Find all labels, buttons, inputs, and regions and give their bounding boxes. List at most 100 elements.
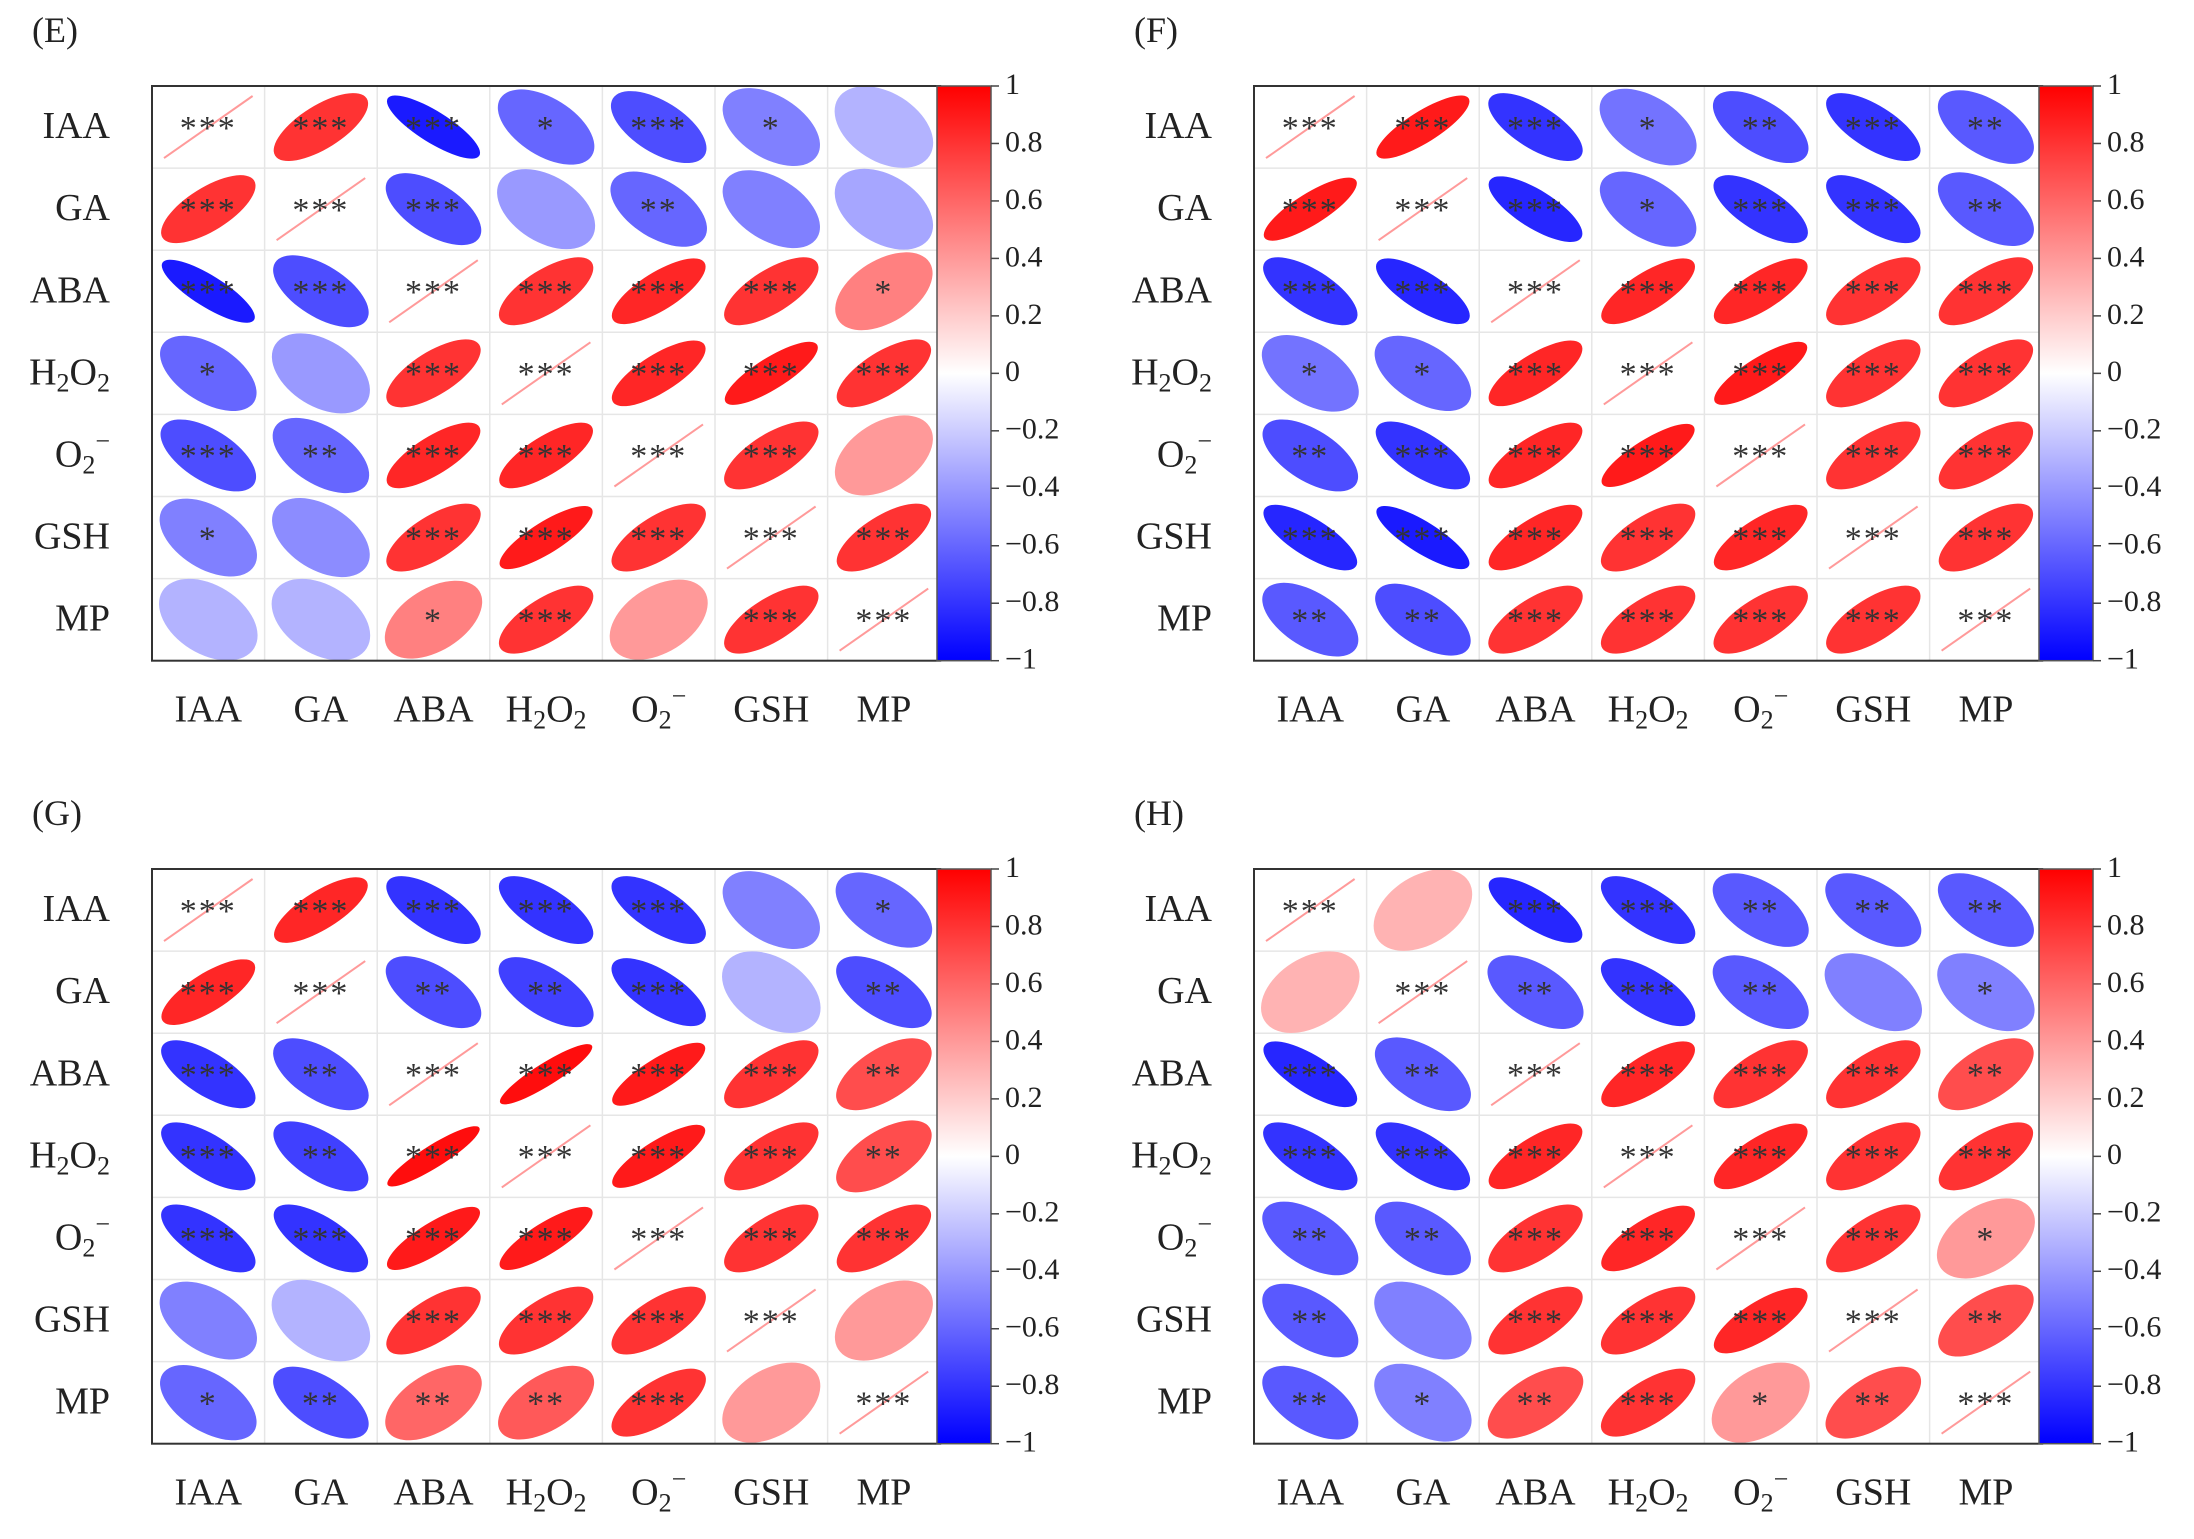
significance-label: *** <box>630 1221 687 1258</box>
colorbar-tick-label: 0.4 <box>1005 240 1043 273</box>
significance-label: *** <box>1620 1139 1677 1176</box>
significance-label: *** <box>1620 893 1677 930</box>
significance-label: ** <box>865 1139 903 1176</box>
column-label: ABA <box>1495 688 1576 730</box>
correlation-ellipse <box>498 1286 594 1355</box>
colorbar-tick-label: 1 <box>1005 68 1020 101</box>
panel-title: (E) <box>32 10 78 50</box>
correlation-ellipse <box>272 417 370 494</box>
significance-label: *** <box>518 602 575 639</box>
significance-label: * <box>1976 975 1995 1012</box>
significance-label: *** <box>1620 356 1677 393</box>
significance-label: *** <box>1620 602 1677 639</box>
correlation-ellipse <box>1938 1038 2034 1111</box>
column-label: GSH <box>1835 688 1911 730</box>
significance-label: *** <box>1507 520 1564 557</box>
colorbar-tick-label: 0.2 <box>1005 1081 1043 1114</box>
correlation-ellipse <box>1825 1366 1922 1439</box>
significance-label: *** <box>1845 1221 1902 1258</box>
correlation-ellipse <box>386 503 481 572</box>
diagonal-line <box>276 177 366 242</box>
row-label: ABA <box>1132 269 1213 311</box>
significance-label: *** <box>1845 602 1902 639</box>
correlation-ellipse <box>1263 504 1358 571</box>
significance-label: *** <box>405 438 462 475</box>
correlation-ellipse <box>1713 1040 1808 1109</box>
correlation-ellipse <box>1487 1366 1584 1439</box>
correlation-ellipse <box>161 1122 256 1191</box>
significance-label: * <box>1413 356 1432 393</box>
correlation-ellipse <box>1601 1041 1695 1108</box>
correlation-ellipse <box>1263 1122 1358 1191</box>
column-label: ABA <box>393 1471 474 1513</box>
colorbar-tick-label: 0.6 <box>1005 183 1043 216</box>
significance-label: *** <box>1282 274 1339 311</box>
correlation-ellipse <box>386 876 481 945</box>
row-label: GA <box>1157 970 1212 1012</box>
significance-label: *** <box>518 438 575 475</box>
correlation-ellipse <box>1714 341 1808 405</box>
colorbar-tick-label: 1 <box>2107 68 2122 101</box>
significance-label: *** <box>1620 1221 1677 1258</box>
colorbar-tick-label: −0.6 <box>2107 1311 2161 1344</box>
row-label: IAA <box>1144 888 1212 930</box>
correlation-ellipse <box>1488 1204 1583 1273</box>
column-label: O2− <box>631 682 686 735</box>
colorbar-tick-label: 0 <box>2107 355 2122 388</box>
correlation-ellipse <box>1600 958 1696 1027</box>
significance-label: *** <box>1732 438 1789 475</box>
correlation-ellipse <box>1826 1122 1921 1191</box>
significance-label: * <box>874 893 893 930</box>
significance-label: *** <box>1394 438 1451 475</box>
correlation-ellipse <box>612 1124 706 1188</box>
correlation-ellipse <box>612 1042 706 1106</box>
diagonal-line <box>501 341 591 406</box>
colorbar-tick-label: −0.2 <box>1005 1196 1059 1229</box>
correlation-ellipse <box>1487 955 1584 1029</box>
colorbar-tick-label: 0.6 <box>2107 966 2145 999</box>
significance-label: *** <box>743 1139 800 1176</box>
correlation-ellipse <box>1937 90 2034 164</box>
correlation-ellipse <box>1938 257 2034 326</box>
correlation-ellipse <box>1712 955 1809 1029</box>
correlation-ellipse <box>498 1365 595 1440</box>
correlation-ellipse <box>1601 258 1695 325</box>
significance-label: *** <box>292 893 349 930</box>
significance-label: *** <box>1394 274 1451 311</box>
column-label: IAA <box>175 1471 243 1513</box>
row-label: H2O2 <box>1131 1134 1212 1180</box>
significance-label: *** <box>743 520 800 557</box>
row-label: GSH <box>1136 1298 1212 1340</box>
significance-label: *** <box>405 274 462 311</box>
correlation-ellipse <box>724 341 818 405</box>
correlation-ellipse <box>1826 257 1921 326</box>
correlation-ellipse <box>1488 93 1583 162</box>
colorbar-tick-label: −0.2 <box>2107 413 2161 446</box>
significance-label: *** <box>1845 192 1902 229</box>
significance-label: *** <box>743 1303 800 1340</box>
correlation-ellipse <box>1374 1363 1472 1442</box>
significance-label: *** <box>1620 438 1677 475</box>
significance-label: *** <box>1394 975 1451 1012</box>
colorbar-tick-label: 0.6 <box>1005 966 1043 999</box>
significance-label: *** <box>180 975 237 1012</box>
correlation-ellipse <box>1375 421 1471 490</box>
column-label: ABA <box>393 688 474 730</box>
correlation-ellipse <box>1376 505 1470 570</box>
correlation-ellipse <box>1936 1198 2035 1279</box>
significance-label: *** <box>1732 1303 1789 1340</box>
significance-label: *** <box>518 893 575 930</box>
correlation-ellipse <box>1488 176 1583 242</box>
significance-label: *** <box>518 1139 575 1176</box>
correlation-ellipse <box>724 257 819 326</box>
significance-label: *** <box>1394 1139 1451 1176</box>
row-label: GA <box>55 187 110 229</box>
diagonal-line <box>501 1124 591 1189</box>
colorbar-tick-label: 1 <box>1005 851 1020 884</box>
significance-label: *** <box>1845 438 1902 475</box>
correlation-ellipse <box>273 1121 369 1192</box>
significance-label: *** <box>1507 192 1564 229</box>
significance-label: *** <box>1282 520 1339 557</box>
row-label: MP <box>1157 1380 1212 1422</box>
correlation-ellipse <box>1601 423 1695 488</box>
